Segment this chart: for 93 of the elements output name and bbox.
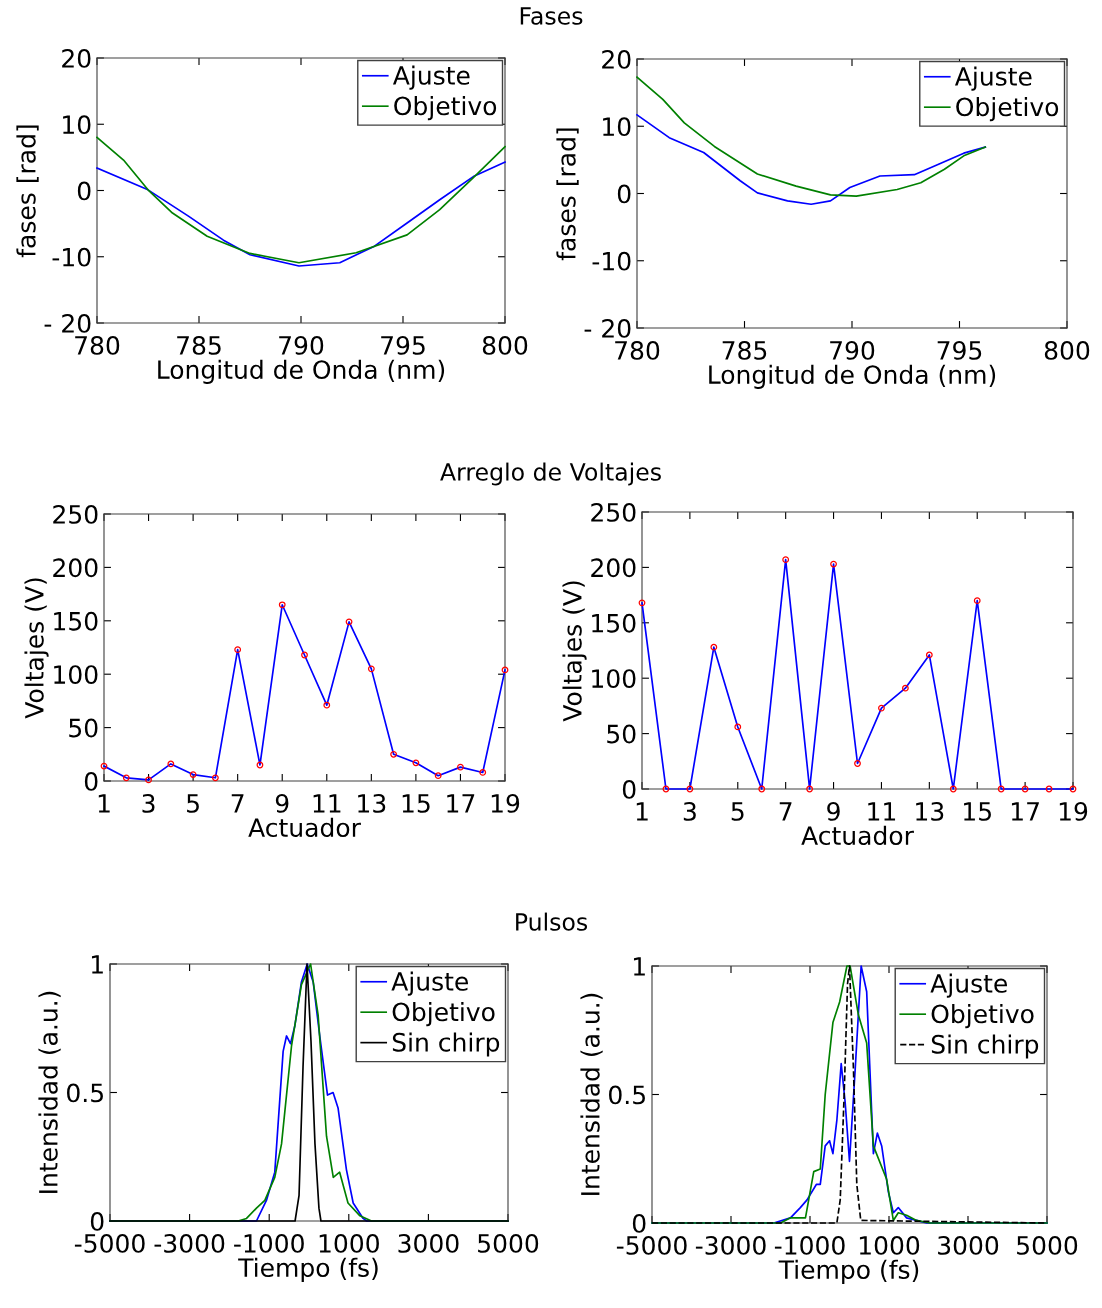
x-tick-label: 19 [1059, 801, 1088, 821]
x-axis-title: Longitud de Onda (nm) [158, 359, 445, 384]
y-tick-label: 200 [53, 558, 98, 578]
y-tick-label: 250 [591, 502, 636, 522]
x-tick-label: 780 [615, 340, 660, 360]
x-tick-label: 5000 [478, 1233, 539, 1253]
x-axis-title: Actuador [801, 825, 914, 846]
y-tick-label: 10 [63, 115, 91, 135]
x-tick-label: -3000 [695, 1235, 766, 1255]
y-tick-label: 0 [90, 1211, 104, 1231]
x-tick-label: 785 [722, 340, 767, 360]
x-tick-label: -1000 [774, 1235, 845, 1255]
legend-label: Objetivo [392, 1001, 495, 1027]
x-tick-label: -1000 [234, 1233, 304, 1253]
y-axis-title: fases [rad] [556, 128, 579, 261]
x-tick-label: 15 [964, 802, 991, 821]
x-tick-label: -3000 [154, 1233, 225, 1253]
x-tick-label: 5000 [1017, 1235, 1078, 1255]
x-tick-label: 5 [187, 794, 199, 813]
y-tick-label: 50 [69, 718, 98, 738]
x-tick-label: 13 [916, 801, 944, 821]
legend-label: Objetivo [394, 95, 497, 121]
y-tick-label: 0.5 [67, 1083, 103, 1103]
y-tick-label: 100 [592, 669, 636, 689]
y-tick-label: 0 [622, 779, 636, 799]
x-tick-label: 11 [868, 802, 896, 821]
x-tick-label: 5 [731, 802, 744, 821]
y-tick-label: 150 [592, 613, 636, 633]
legend-label: Objetivo [956, 96, 1059, 122]
x-tick-label: 800 [482, 335, 528, 355]
x-tick-label: 17 [1011, 802, 1039, 821]
y-tick-label: 0 [617, 184, 631, 204]
y-tick-label: 10 [603, 117, 631, 137]
x-tick-label: 1000 [319, 1233, 379, 1253]
y-tick-label: 250 [53, 504, 98, 524]
y-tick-label: - 20 [584, 318, 631, 338]
legend-label: Objetivo [931, 1003, 1034, 1029]
y-tick-label: 0 [84, 771, 98, 791]
legend-label: Ajuste [392, 65, 470, 90]
chart-title: Fases [520, 7, 583, 25]
x-tick-label: 785 [177, 335, 221, 355]
x-tick-label: 15 [402, 794, 430, 813]
legend-label: Ajuste [391, 971, 468, 996]
x-tick-label: -5000 [616, 1235, 687, 1255]
x-tick-label: 780 [75, 335, 120, 355]
y-axis-title: Voltajes (V) [562, 581, 587, 722]
x-tick-label: 800 [1044, 340, 1090, 360]
y-tick-label: 20 [62, 48, 91, 68]
x-tick-label: 3 [683, 801, 696, 821]
y-tick-label: -10 [52, 247, 91, 267]
y-tick-label: 20 [602, 49, 631, 69]
y-tick-label: - 20 [44, 313, 91, 333]
y-tick-label: 100 [54, 665, 98, 685]
x-tick-label: 7 [779, 802, 792, 821]
y-tick-label: 200 [591, 558, 636, 578]
x-tick-label: 11 [313, 794, 341, 813]
y-tick-label: -10 [592, 251, 631, 271]
x-tick-label: 790 [279, 335, 324, 355]
x-tick-label: 3 [142, 793, 155, 813]
legend-label: Ajuste [930, 973, 1007, 998]
x-axis-title: Tiempo (fs) [238, 1257, 378, 1282]
y-tick-label: 1 [91, 955, 103, 974]
chart-title: Pulsos [516, 912, 588, 931]
x-tick-label: 3000 [398, 1233, 459, 1253]
y-axis-title: fases [rad] [16, 125, 39, 258]
y-axis-title: Intensidad (a.u.) [38, 991, 61, 1193]
x-tick-label: 9 [275, 793, 289, 813]
x-tick-label: 795 [381, 335, 425, 355]
y-tick-label: 50 [607, 724, 636, 744]
x-tick-label: 790 [830, 340, 875, 360]
x-axis-title: Longitud de Onda (nm) [709, 364, 996, 389]
y-tick-label: 150 [54, 611, 98, 631]
x-tick-label: 13 [358, 793, 386, 813]
legend-label: Sin chirp [931, 1034, 1039, 1059]
x-tick-label: 1000 [859, 1235, 920, 1255]
x-tick-label: 9 [827, 801, 840, 821]
y-axis-title: Voltajes (V) [24, 578, 49, 719]
x-tick-label: 3000 [938, 1235, 999, 1255]
y-tick-label: 1 [633, 957, 645, 976]
x-axis-title: Actuador [248, 817, 361, 838]
x-tick-label: 19 [491, 793, 520, 813]
chart-title: Arreglo de Voltajes [440, 462, 661, 486]
x-tick-label: 17 [447, 794, 475, 813]
legend-label: Sin chirp [392, 1032, 500, 1057]
x-tick-label: 7 [231, 794, 244, 813]
y-axis-title: Intensidad (a.u.) [580, 993, 603, 1195]
x-axis-title: Tiempo (fs) [778, 1259, 919, 1284]
x-tick-label: 795 [937, 340, 982, 360]
x-tick-label: -5000 [74, 1233, 145, 1253]
y-tick-label: 0 [77, 181, 91, 201]
text: Ajuste [954, 66, 1032, 91]
y-tick-label: 0 [632, 1213, 646, 1233]
y-tick-label: 0.5 [609, 1085, 645, 1105]
